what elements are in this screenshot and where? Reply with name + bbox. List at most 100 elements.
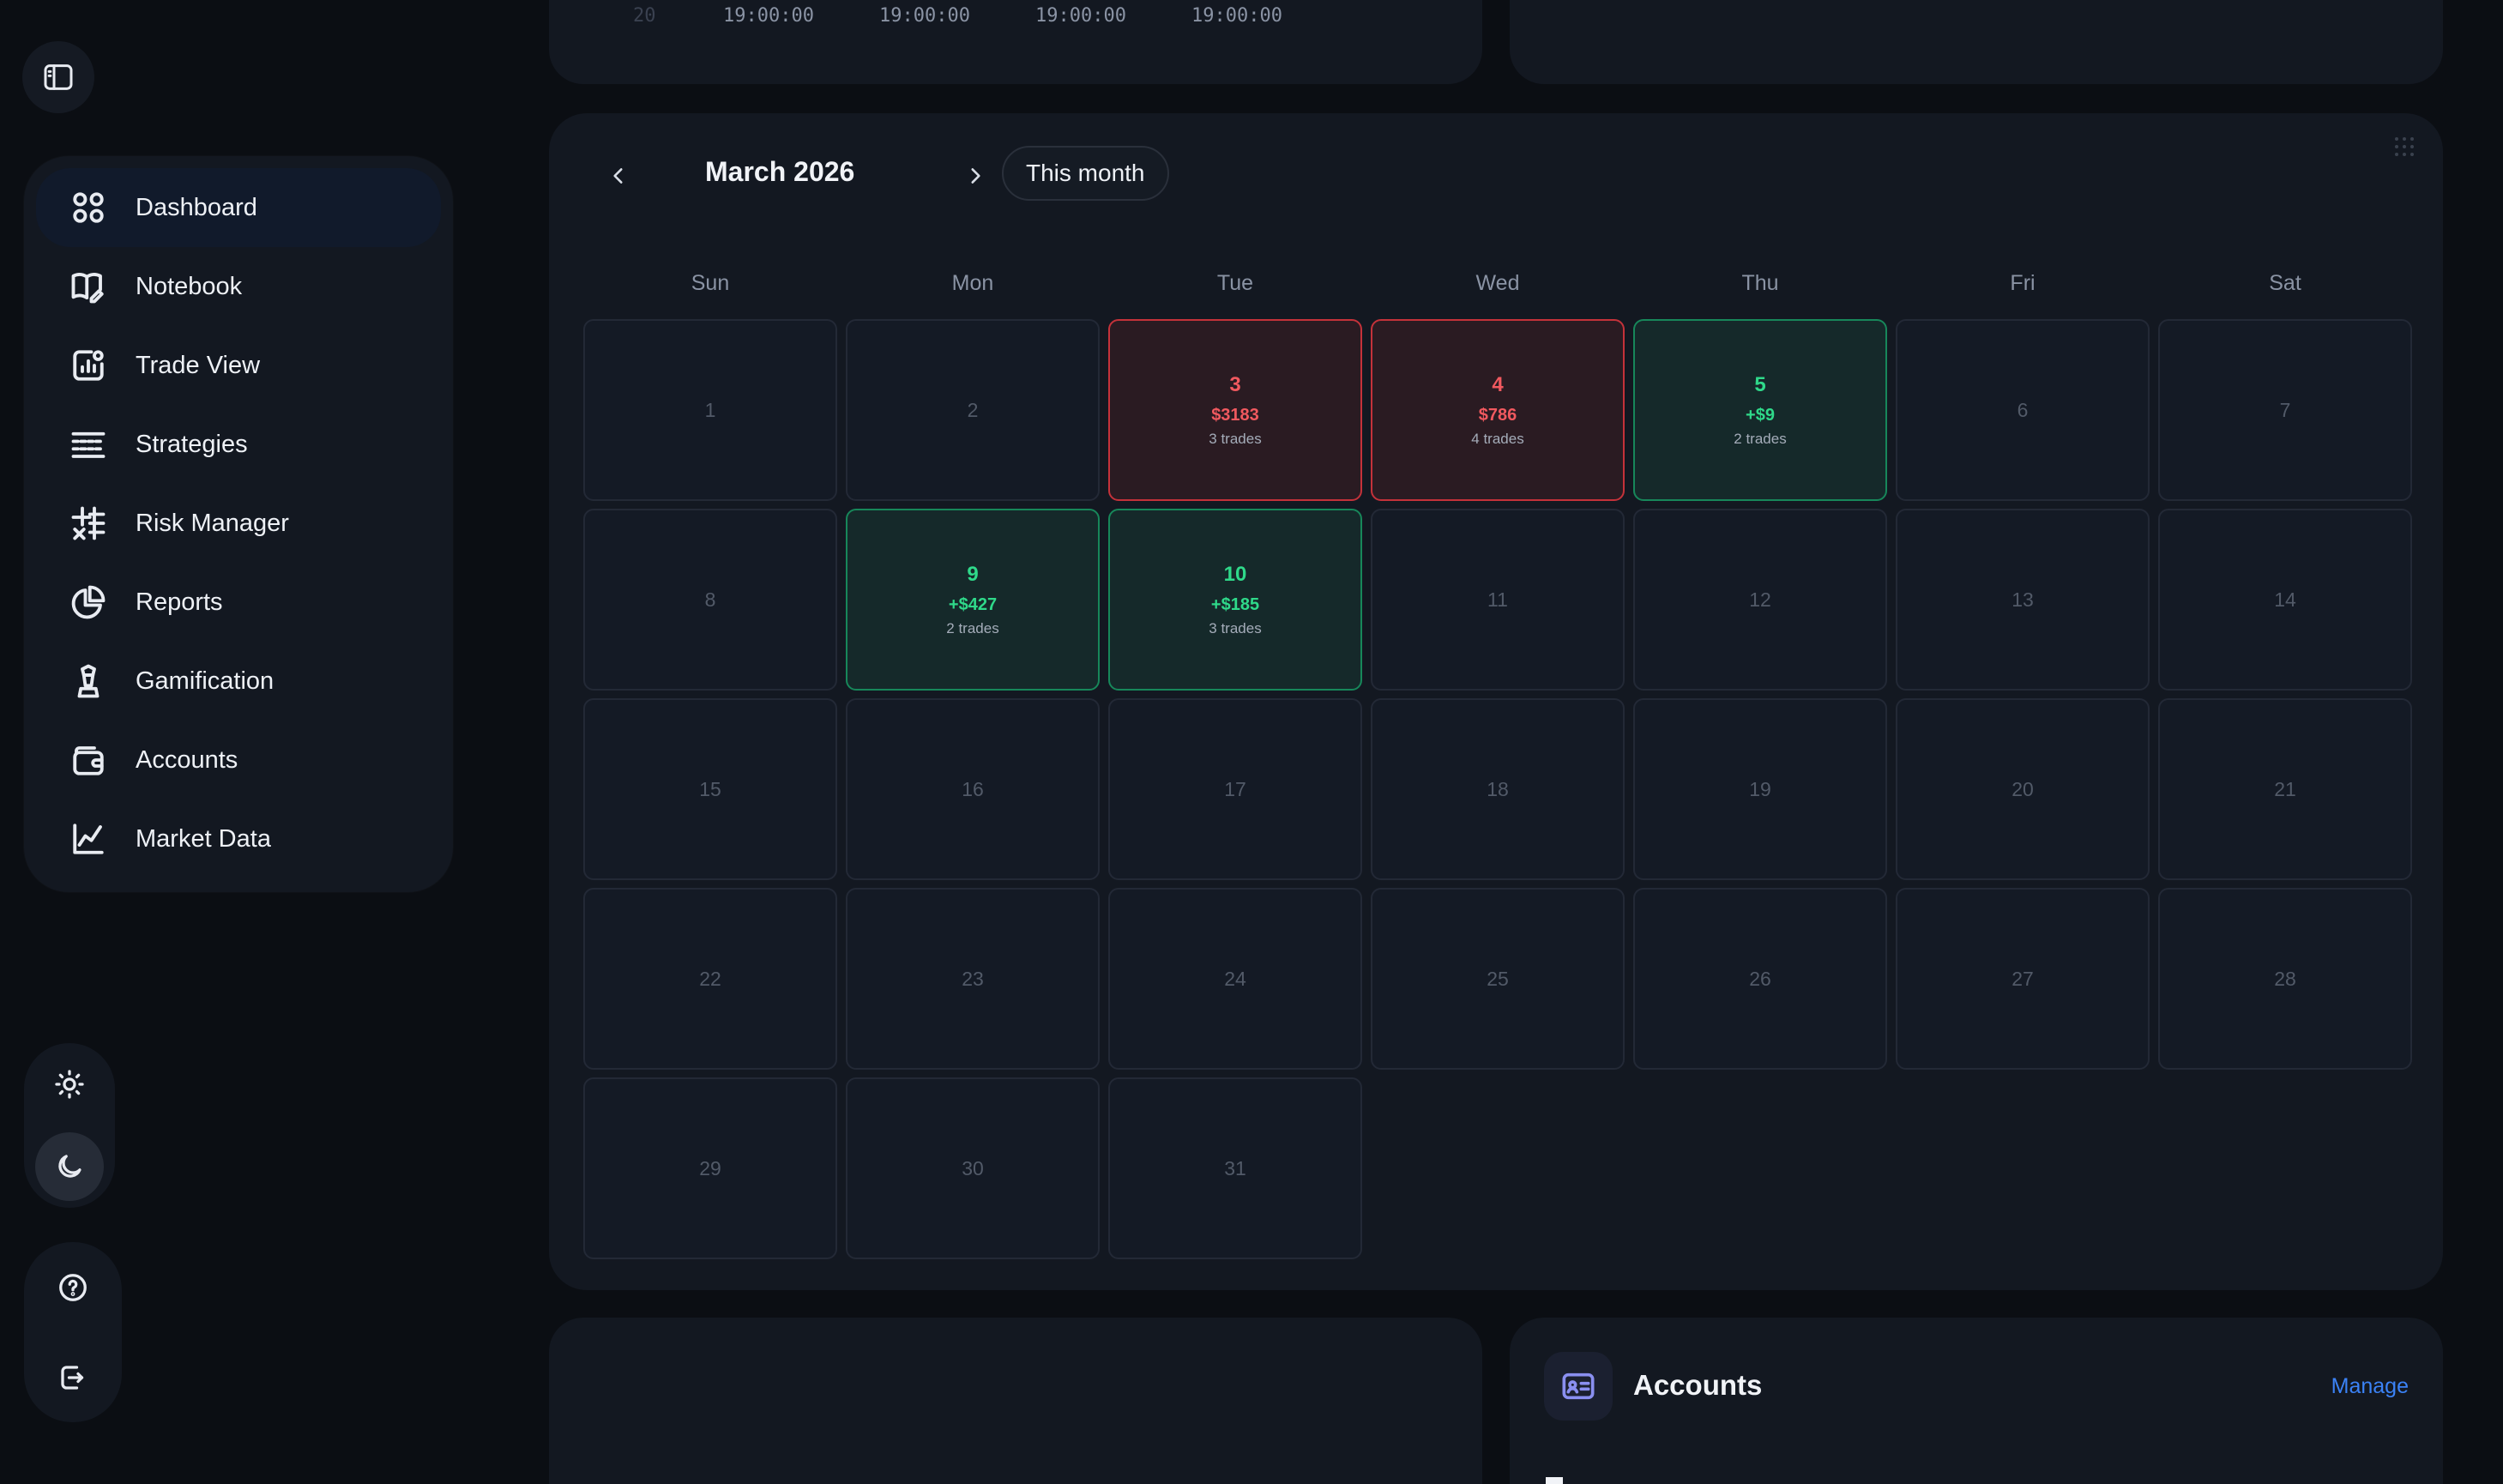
calendar-day-8[interactable]: 8	[583, 509, 837, 691]
calendar-day-6[interactable]: 6	[1896, 319, 2150, 501]
day-pnl: +$427	[948, 594, 998, 614]
day-number: 16	[962, 777, 984, 800]
next-month-button[interactable]	[954, 154, 997, 197]
sidebar-item-label: Notebook	[136, 272, 243, 300]
reports-icon	[70, 584, 106, 620]
manage-accounts-link[interactable]: Manage	[2331, 1374, 2409, 1398]
accounts-card: Accounts Manage	[1510, 1318, 2443, 1484]
calendar-day-31[interactable]: 31	[1108, 1077, 1362, 1259]
theme-switch	[24, 1043, 115, 1208]
previous-month-button[interactable]	[597, 154, 640, 197]
moon-icon	[58, 1155, 81, 1178]
weekday-label: Thu	[1741, 271, 1779, 295]
sidebar-item-strategies[interactable]: Strategies	[36, 405, 441, 484]
calendar-day-21[interactable]: 21	[2158, 698, 2412, 880]
sun-icon	[55, 1070, 84, 1099]
calendar-day-16[interactable]: 16	[846, 698, 1100, 880]
gamification-icon	[70, 663, 106, 699]
calendar-day-29[interactable]: 29	[583, 1077, 837, 1259]
calendar-header: March 2026 This month	[549, 146, 2443, 206]
calendar-day-15[interactable]: 15	[583, 698, 837, 880]
top-right-card	[1510, 0, 2443, 84]
help-button[interactable]	[39, 1253, 107, 1322]
weekday-label: Mon	[951, 271, 994, 295]
chevron-right-icon	[971, 168, 980, 184]
day-number: 31	[1224, 1156, 1246, 1179]
day-number: 30	[962, 1156, 984, 1179]
sidebar-item-label: Gamification	[136, 667, 274, 695]
dark-theme-button[interactable]	[35, 1132, 104, 1201]
calendar-day-7[interactable]: 7	[2158, 319, 2412, 501]
calendar-day-14[interactable]: 14	[2158, 509, 2412, 691]
calendar-day-3[interactable]: 3 $3183 3 trades	[1108, 319, 1362, 501]
calendar-day-10[interactable]: 10 +$185 3 trades	[1108, 509, 1362, 691]
this-month-button[interactable]: This month	[1002, 146, 1169, 201]
day-number: 18	[1487, 777, 1509, 800]
day-trade-count: 2 trades	[1734, 430, 1787, 447]
calendar-day-27[interactable]: 27	[1896, 888, 2150, 1070]
day-number: 7	[2279, 398, 2291, 421]
accounts-icon	[70, 742, 106, 778]
calendar-day-17[interactable]: 17	[1108, 698, 1362, 880]
day-number: 8	[704, 588, 716, 611]
sidebar-item-label: Market Data	[136, 824, 271, 853]
sidebar-item-accounts[interactable]: Accounts	[36, 721, 441, 799]
sidebar-item-reports[interactable]: Reports	[36, 563, 441, 642]
day-number: 23	[962, 967, 984, 990]
accounts-list-start	[1546, 1477, 1563, 1484]
day-pnl: $786	[1478, 405, 1517, 425]
sidebar-item-risk-manager[interactable]: Risk Manager	[36, 484, 441, 563]
sidebar-item-notebook[interactable]: Notebook	[36, 247, 441, 326]
sidebar-item-market-data[interactable]: Market Data	[36, 799, 441, 878]
day-number: 3	[1229, 372, 1241, 396]
day-number: 1	[704, 398, 716, 421]
sidebar-item-trade-view[interactable]: Trade View	[36, 326, 441, 405]
calendar-day-19[interactable]: 19	[1633, 698, 1887, 880]
help-circle-icon	[59, 1273, 87, 1301]
calendar-day-23[interactable]: 23	[846, 888, 1100, 1070]
time-tick-label: 19:00:00	[1191, 5, 1282, 27]
light-theme-button[interactable]	[35, 1050, 104, 1119]
sidebar-item-label: Accounts	[136, 745, 238, 774]
weekday-label: Fri	[2010, 271, 2036, 295]
calendar-day-11[interactable]: 11	[1371, 509, 1625, 691]
day-number: 24	[1224, 967, 1246, 990]
calendar-day-4[interactable]: 4 $786 4 trades	[1371, 319, 1625, 501]
sidebar-item-dashboard[interactable]: Dashboard	[36, 168, 441, 247]
risk-manager-icon	[70, 505, 106, 541]
calendar-day-9[interactable]: 9 +$427 2 trades	[846, 509, 1100, 691]
sidebar-item-gamification[interactable]: Gamification	[36, 642, 441, 721]
calendar-day-26[interactable]: 26	[1633, 888, 1887, 1070]
logout-button[interactable]	[39, 1343, 107, 1412]
day-pnl: $3183	[1211, 405, 1259, 425]
calendar-day-25[interactable]: 25	[1371, 888, 1625, 1070]
day-trade-count: 4 trades	[1471, 430, 1524, 447]
time-chart-card: 20 19:00:00 19:00:00 19:00:00 19:00:00	[549, 0, 1482, 84]
calendar-day-30[interactable]: 30	[846, 1077, 1100, 1259]
calendar-day-22[interactable]: 22	[583, 888, 837, 1070]
day-number: 5	[1754, 372, 1766, 396]
calendar-day-5[interactable]: 5 +$9 2 trades	[1633, 319, 1887, 501]
day-number: 2	[967, 398, 979, 421]
calendar-day-20[interactable]: 20	[1896, 698, 2150, 880]
calendar-day-24[interactable]: 24	[1108, 888, 1362, 1070]
calendar-day-13[interactable]: 13	[1896, 509, 2150, 691]
day-number: 22	[699, 967, 721, 990]
calendar-day-1[interactable]: 1	[583, 319, 837, 501]
bottom-left-card	[549, 1318, 1482, 1484]
calendar-day-28[interactable]: 28	[2158, 888, 2412, 1070]
day-number: 4	[1492, 372, 1504, 396]
accounts-card-title: Accounts	[1633, 1369, 1763, 1401]
strategies-icon	[70, 426, 106, 462]
day-trade-count: 2 trades	[946, 619, 999, 636]
sidebar-toggle-button[interactable]	[22, 41, 94, 113]
calendar-day-18[interactable]: 18	[1371, 698, 1625, 880]
chevron-left-icon	[613, 168, 623, 184]
calendar-day-12[interactable]: 12	[1633, 509, 1887, 691]
trade-view-icon	[70, 347, 106, 383]
drag-handle-icon[interactable]	[2395, 137, 2414, 156]
calendar-day-2[interactable]: 2	[846, 319, 1100, 501]
day-number: 25	[1487, 967, 1509, 990]
day-number: 14	[2274, 588, 2296, 611]
time-tick-label: 19:00:00	[723, 5, 814, 27]
